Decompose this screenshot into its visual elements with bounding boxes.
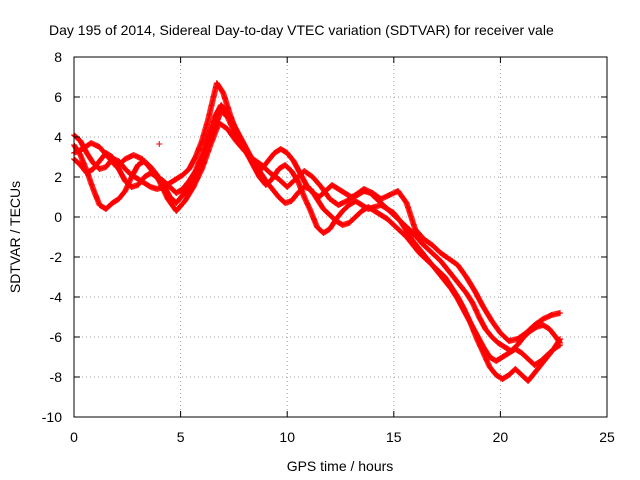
x-tick-label: 0 <box>70 429 78 445</box>
x-tick-label: 25 <box>599 429 615 445</box>
y-tick-label: 6 <box>54 89 62 105</box>
y-tick-label: 2 <box>54 169 62 185</box>
data-point <box>156 141 163 147</box>
y-tick-label: -2 <box>50 249 63 265</box>
axis-ticks <box>73 56 608 418</box>
y-axis-label: SDTVAR / TECUs <box>7 181 23 293</box>
y-tick-label: -8 <box>50 369 63 385</box>
plot-frame <box>73 56 608 418</box>
x-axis-label: GPS time / hours <box>287 458 394 474</box>
y-tick-label: -6 <box>50 329 63 345</box>
x-tick-label: 20 <box>493 429 509 445</box>
x-tick-label: 15 <box>386 429 402 445</box>
y-tick-label: -4 <box>50 289 63 305</box>
y-tick-labels: -10 -8 -6 -4 -2 0 2 4 6 8 <box>42 49 62 425</box>
data-point <box>557 336 564 342</box>
x-tick-label: 5 <box>177 429 185 445</box>
data-points <box>71 80 564 384</box>
y-tick-label: -10 <box>42 409 62 425</box>
chart-title: Day 195 of 2014, Sidereal Day-to-day VTE… <box>49 22 554 38</box>
data-point <box>557 310 564 316</box>
data-point <box>556 337 563 343</box>
y-tick-label: 8 <box>54 49 62 65</box>
y-tick-label: 4 <box>54 129 62 145</box>
x-tick-labels: 0 5 10 15 20 25 <box>70 429 615 445</box>
y-tick-label: 0 <box>54 209 62 225</box>
x-tick-label: 10 <box>279 429 295 445</box>
